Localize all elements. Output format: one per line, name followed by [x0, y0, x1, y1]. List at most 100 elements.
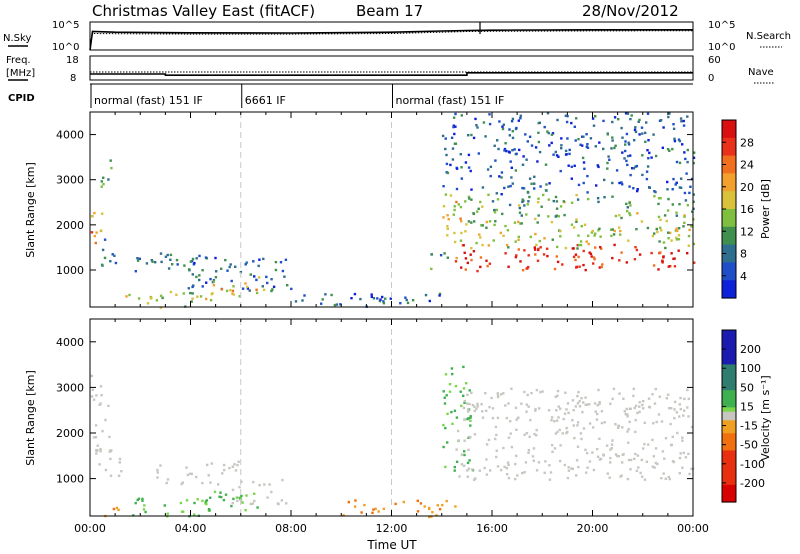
heatmap-cell — [675, 411, 678, 414]
heatmap-cell — [519, 114, 522, 117]
heatmap-cell — [597, 200, 600, 204]
heatmap-cell — [595, 418, 599, 421]
heatmap-cell — [475, 241, 478, 245]
colorbar-step — [722, 471, 736, 477]
heatmap-cell — [455, 187, 459, 191]
heatmap-cell — [134, 501, 137, 505]
heatmap-cell — [673, 408, 676, 411]
power-colorbar-label: Power [dB] — [759, 179, 772, 239]
heatmap-cell — [507, 463, 510, 467]
heatmap-cell — [609, 228, 613, 231]
heatmap-cell — [498, 120, 501, 123]
heatmap-cell — [656, 462, 659, 466]
heatmap-cell — [165, 481, 168, 485]
freq-label-2: [MHz] — [6, 68, 35, 79]
heatmap-cell — [621, 183, 624, 186]
heatmap-cell — [686, 252, 689, 255]
heatmap-cell — [669, 422, 672, 426]
heatmap-cell — [487, 438, 491, 442]
heatmap-cell — [645, 177, 649, 181]
heatmap-cell — [609, 461, 612, 464]
y-tick-label: 3000 — [56, 174, 84, 187]
colorbar-step — [722, 293, 736, 299]
heatmap-cell — [611, 439, 614, 442]
heatmap-cell — [520, 214, 523, 217]
heatmap-cell — [660, 229, 663, 232]
heatmap-cell — [507, 185, 510, 188]
heatmap-cell — [614, 453, 618, 456]
heatmap-cell — [651, 465, 654, 468]
heatmap-cell — [506, 229, 510, 232]
heatmap-cell — [274, 260, 278, 264]
heatmap-cell — [548, 182, 551, 185]
heatmap-cell — [626, 206, 629, 209]
heatmap-cell — [198, 254, 201, 258]
heatmap-cell — [452, 116, 456, 119]
heatmap-cell — [633, 258, 637, 261]
heatmap-cell — [606, 167, 609, 170]
heatmap-cell — [579, 243, 583, 247]
colorbar-step — [722, 411, 736, 417]
heatmap-cell — [545, 247, 549, 250]
heatmap-cell — [580, 397, 583, 400]
heatmap-cell — [670, 252, 673, 255]
heatmap-cell — [612, 387, 616, 391]
heatmap-cell — [108, 435, 111, 439]
heatmap-cell — [503, 149, 506, 152]
heatmap-cell — [201, 285, 204, 288]
heatmap-cell — [673, 265, 677, 268]
heatmap-cell — [488, 113, 491, 116]
heatmap-cell — [661, 259, 664, 262]
heatmap-cell — [678, 472, 681, 475]
heatmap-cell — [679, 407, 682, 411]
heatmap-cell — [230, 279, 233, 283]
heatmap-cell — [621, 453, 624, 456]
heatmap-cell — [679, 396, 682, 400]
heatmap-cell — [671, 203, 674, 206]
heatmap-cell — [507, 436, 511, 439]
heatmap-cell — [537, 214, 540, 217]
heatmap-cell — [490, 396, 493, 400]
colorbar-step — [722, 186, 736, 192]
heatmap-cell — [623, 157, 626, 160]
heatmap-cell — [598, 402, 601, 406]
heatmap-cell — [374, 507, 377, 510]
heatmap-cell — [535, 469, 539, 472]
heatmap-cell — [625, 159, 628, 163]
heatmap-cell — [591, 229, 594, 233]
heatmap-cell — [610, 443, 614, 446]
heatmap-cell — [445, 153, 448, 157]
heatmap-cell — [627, 441, 630, 444]
heatmap-cell — [444, 373, 448, 376]
colorbar-step — [722, 450, 736, 456]
heatmap-cell — [529, 418, 532, 422]
heatmap-cell — [526, 190, 530, 194]
heatmap-cell — [636, 454, 640, 457]
heatmap-cell — [664, 246, 667, 250]
heatmap-cell — [460, 166, 463, 169]
colorbar-tick-label: 20 — [740, 181, 754, 194]
heatmap-cell — [518, 206, 521, 210]
heatmap-cell — [196, 295, 199, 298]
heatmap-cell — [538, 150, 542, 154]
heatmap-cell — [164, 255, 168, 258]
heatmap-cell — [675, 160, 679, 164]
heatmap-cell — [281, 478, 284, 482]
heatmap-cell — [514, 240, 517, 243]
heatmap-cell — [651, 438, 654, 442]
heatmap-cell — [564, 114, 568, 117]
colorbar-step — [722, 240, 736, 246]
heatmap-cell — [514, 462, 517, 466]
heatmap-cell — [663, 214, 667, 217]
heatmap-cell — [609, 448, 612, 451]
heatmap-cell — [690, 425, 694, 429]
heatmap-cell — [460, 266, 463, 269]
heatmap-cell — [548, 464, 551, 467]
nsearch-tick-bottom: 10^0 — [708, 42, 735, 53]
heatmap-cell — [95, 231, 98, 234]
x-tick-label: 16:00 — [476, 522, 508, 535]
heatmap-cell — [692, 161, 695, 165]
heatmap-cell — [681, 439, 684, 442]
heatmap-cell — [333, 303, 337, 307]
heatmap-cell — [692, 200, 695, 203]
